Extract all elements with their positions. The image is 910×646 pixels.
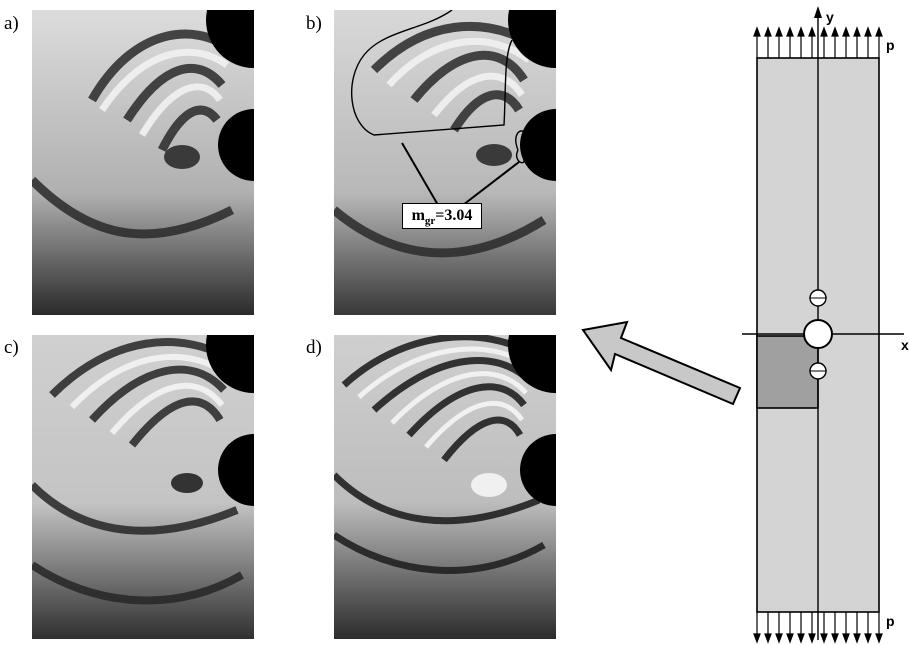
fringe-order-label: mgr=3.04 [402,203,482,229]
load-label-bottom: p [886,613,895,629]
x-axis-label: x [901,337,909,353]
panel-label-b: b) [306,13,322,34]
load-arrows-bottom [753,612,883,644]
fringe-photo-a [32,10,254,315]
fringe-photo-d [334,335,556,639]
region-of-interest [756,335,819,409]
fringe-contour [351,10,513,136]
y-axis-label: y [826,9,834,25]
load-arrows-top [753,26,883,58]
specimen-diagram: y x p p [742,6,909,644]
hole-center [218,109,254,181]
center-hole [803,319,833,349]
hole-top [206,10,254,68]
panel-label-d: d) [306,337,322,358]
load-label-top: p [886,37,895,53]
panel-label-c: c) [4,337,19,358]
panel-label-a: a) [4,13,19,34]
fringe-photo-c [32,335,254,639]
pointer-arrow [581,320,742,406]
